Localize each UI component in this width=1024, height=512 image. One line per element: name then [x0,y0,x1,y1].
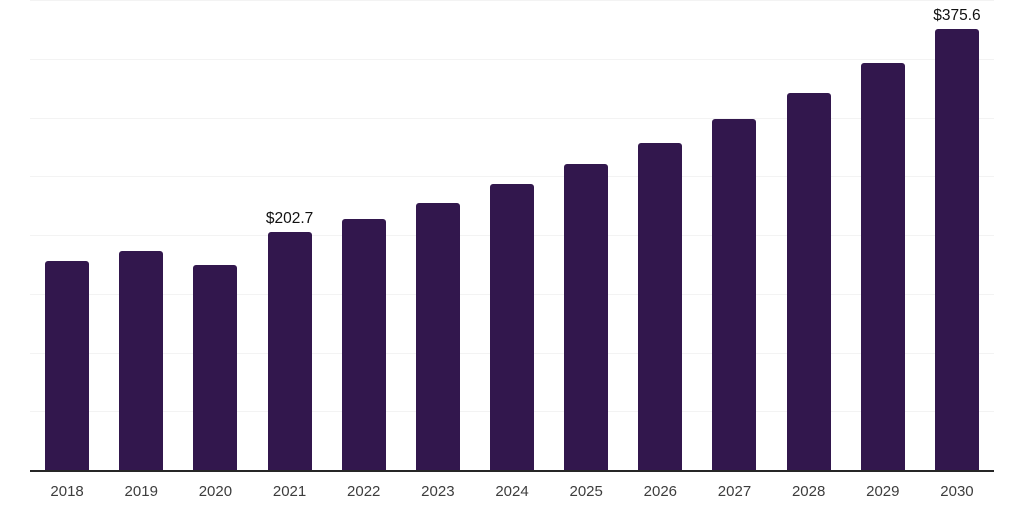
bar-column-2023 [401,0,475,470]
bar-column-2018 [30,0,104,470]
x-tick-label-2027: 2027 [717,483,752,500]
bar-column-2020 [178,0,252,470]
bar-column-2022 [327,0,401,470]
x-tick-label-2023: 2023 [421,483,455,500]
bar-column-2027 [697,0,771,470]
x-axis-labels: 2018 2019 2020 2021 2022 2023 2024 2025 2026 2027… [30,472,994,500]
x-tick-label-2024: 2024 [495,483,529,500]
bar-2023 [415,202,460,470]
plot-area: $202.7 $375.6 [30,0,994,472]
x-tick-label-2026: 2026 [643,483,678,500]
bar-2019 [119,250,164,470]
x-tick-label-2029: 2029 [866,483,900,500]
bar-2029 [860,62,905,470]
data-label-2030: $375.6 [933,6,981,24]
bar-2018 [45,260,90,470]
bar-column-2024 [475,0,549,470]
bar-column-2030: $375.6 [920,0,994,470]
bar-column-2019 [104,0,178,470]
bar-2024 [490,184,535,470]
x-tick-label-2025: 2025 [569,483,603,500]
bar-2028 [786,92,831,470]
bar-column-2026 [623,0,697,470]
bar-column-2021: $202.7 [252,0,326,470]
x-tick-label-2021: 2021 [272,483,307,500]
bar-column-2028 [772,0,846,470]
bar-2027 [712,118,757,470]
bar-2026 [638,142,683,470]
bar-column-2025 [549,0,623,470]
data-label-2021: $202.7 [265,209,314,227]
bar-2020 [193,264,238,470]
x-tick-label-2028: 2028 [791,483,826,500]
x-tick-label-2020: 2020 [198,483,233,500]
bars-container: $202.7 $375.6 [30,0,994,470]
x-tick-label-2022: 2022 [347,483,381,500]
x-tick-label-2030: 2030 [940,483,974,500]
bar-2025 [564,163,609,470]
x-tick-label-2019: 2019 [124,483,158,500]
x-tick-label-2018: 2018 [50,483,84,500]
bar-2022 [341,218,386,470]
bar-2021 [267,231,312,470]
bar-column-2029 [846,0,920,470]
bar-2030 [934,28,979,470]
